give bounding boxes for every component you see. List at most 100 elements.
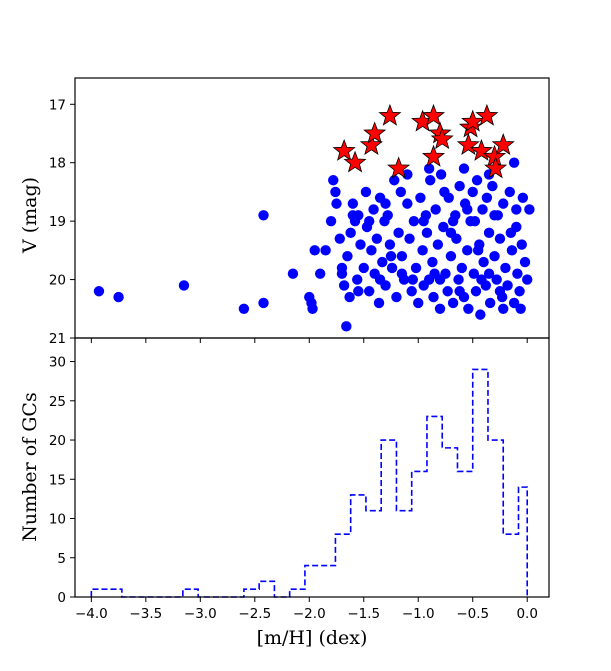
gc-data-point [500, 262, 511, 274]
gc-data-point [428, 291, 439, 303]
gc-data-point [434, 303, 446, 314]
gc-data-point [380, 198, 391, 209]
gc-data-point [307, 303, 318, 314]
gc-data-point [338, 280, 350, 291]
highlighted-gc-star [378, 103, 402, 126]
histogram-frame [74, 337, 550, 598]
gc-data-point [320, 245, 331, 256]
gc-data-point [360, 186, 372, 198]
gc-data-point [358, 262, 369, 274]
gc-data-point [334, 233, 345, 244]
gc-data-point [331, 198, 342, 209]
gc-data-point [445, 227, 457, 239]
gc-data-point [467, 186, 478, 198]
gc-data-point [489, 251, 500, 262]
x-axis-label: [m/H] (dex) [257, 627, 368, 649]
gc-data-point [391, 291, 402, 303]
highlighted-gc-star [421, 144, 446, 167]
histogram-x-tick-label: 0.0 [516, 606, 537, 622]
gc-data-point [374, 274, 386, 285]
gc-data-point [352, 274, 363, 285]
scatter-y-tick-label: 21 [49, 331, 66, 347]
gc-data-point [364, 215, 375, 227]
histogram-y-tick-label: 25 [49, 394, 66, 410]
gc-data-point [328, 175, 339, 186]
gc-data-point [425, 175, 436, 186]
highlighted-gc-star [332, 138, 356, 161]
gc-data-point [287, 268, 299, 279]
gc-data-point [511, 221, 522, 233]
gc-data-point [389, 175, 400, 186]
gc-data-point [477, 204, 488, 215]
gc-data-point [442, 286, 453, 297]
gc-data-point [330, 186, 341, 198]
gc-data-point [524, 204, 535, 215]
gc-data-point [258, 210, 269, 221]
gc-data-point [494, 286, 506, 297]
gc-data-point [377, 256, 388, 268]
gc-data-point [491, 274, 502, 285]
gc-data-point [404, 233, 415, 244]
highlighted-gc-star [430, 127, 454, 150]
histogram-x-tick-label: −4.0 [75, 606, 108, 622]
gc-data-point [522, 274, 533, 285]
gc-data-point [512, 268, 523, 279]
gc-data-point [504, 186, 515, 198]
gc-data-point [472, 245, 484, 256]
histogram-x-tick-label: −1.5 [347, 606, 380, 622]
gc-data-point [519, 256, 531, 268]
gc-data-point [432, 239, 444, 250]
gc-data-point [413, 297, 424, 309]
gc-data-point [364, 286, 375, 297]
gc-data-point [368, 204, 379, 215]
gc-data-point [447, 215, 459, 227]
highlighted-gc-star [387, 156, 411, 179]
gc-data-point [516, 239, 527, 250]
gc-data-point [408, 215, 420, 227]
gc-data-point [325, 215, 337, 227]
gc-data-point [366, 245, 377, 256]
highlighted-gc-star [359, 133, 383, 156]
gc-data-point [396, 251, 408, 262]
gc-data-point [402, 198, 413, 209]
gc-data-point [454, 180, 465, 192]
gc-data-point [502, 280, 513, 291]
histogram-step-line [90, 368, 529, 598]
gc-data-point [314, 268, 326, 279]
histogram-y-tick-label: 0 [57, 590, 66, 606]
gc-data-point [454, 286, 465, 297]
gc-data-point [407, 274, 418, 285]
gc-data-point [469, 215, 481, 227]
scatter-y-tick-label: 19 [49, 214, 66, 230]
gc-data-point [484, 297, 496, 309]
gc-data-point [447, 297, 459, 309]
highlighted-gc-star [421, 103, 446, 126]
gc-data-point [396, 268, 408, 279]
gc-data-point [483, 268, 495, 279]
gc-data-point [458, 163, 470, 174]
gc-data-point [517, 192, 529, 203]
histogram-y-tick-label: 15 [49, 472, 66, 488]
gc-data-point [421, 227, 433, 239]
gc-data-point [462, 245, 473, 256]
histogram-x-tick-label: −2.0 [293, 606, 326, 622]
gc-data-point [434, 274, 446, 285]
gc-data-point [410, 262, 422, 274]
gc-data-point [309, 245, 320, 256]
gc-data-point [476, 274, 487, 285]
gc-data-point [406, 286, 417, 297]
gc-data-point [342, 251, 353, 262]
gc-data-point [393, 227, 404, 239]
gc-data-point [336, 268, 348, 279]
gc-data-point [430, 204, 441, 215]
gc-data-point [494, 233, 506, 244]
scatter-panel: 17 18 19 20 21 [49, 77, 550, 347]
histogram-x-tick-label: −3.5 [129, 606, 162, 622]
gc-data-point [470, 286, 482, 297]
gc-data-point [468, 268, 480, 279]
gc-data-point [453, 274, 464, 285]
gc-data-point [386, 262, 398, 274]
highlighted-gc-star [363, 121, 387, 144]
histogram-y-tick-label: 5 [57, 551, 66, 567]
